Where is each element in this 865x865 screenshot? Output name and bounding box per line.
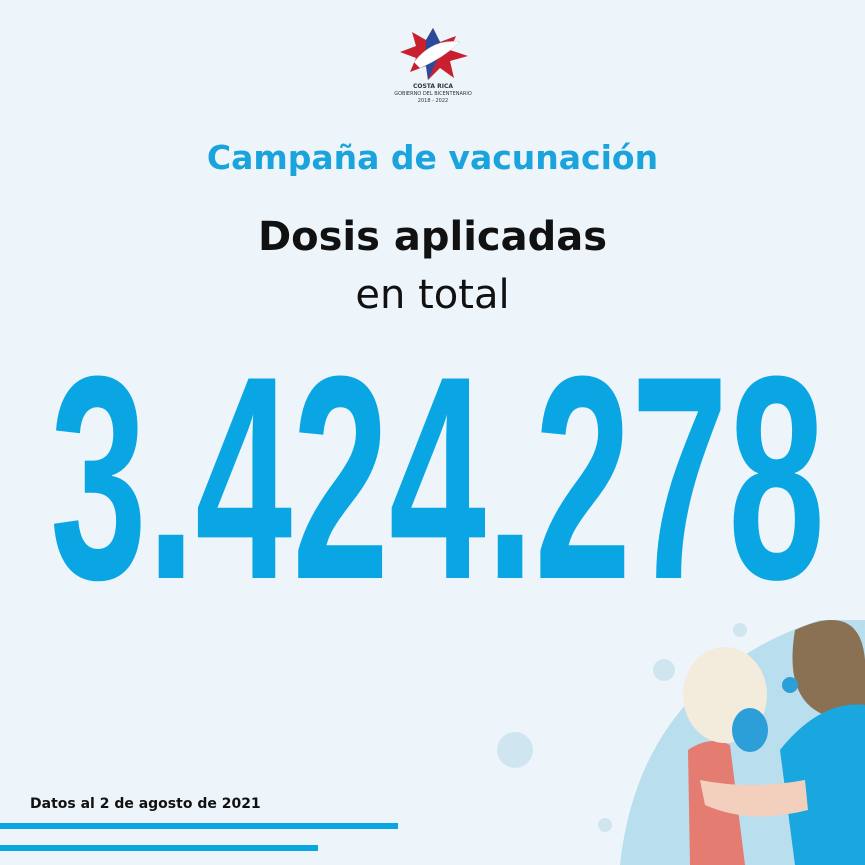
doses-heading: Dosis aplicadas: [257, 214, 608, 260]
logo-country: COSTA RICA: [412, 83, 454, 90]
logo-years: 2018 - 2022: [417, 98, 449, 104]
decorative-bar-short: [0, 845, 318, 851]
virus-icon: [598, 623, 747, 832]
data-date-note: Datos al 2 de agosto de 2021: [30, 796, 261, 812]
decorative-bar-long: [0, 823, 398, 829]
costa-rica-logo: [400, 28, 468, 80]
total-doses-value-container: 3.424.278: [50, 360, 825, 590]
vaccination-illustration: [598, 620, 865, 865]
doses-subheading: en total: [355, 272, 510, 318]
logo-government: GOBIERNO DEL BICENTENARIO: [394, 91, 472, 97]
campaign-title: Campaña de vacunación: [206, 138, 659, 177]
total-doses-value: 3.424.278: [50, 360, 825, 590]
virus-icon: [497, 732, 533, 768]
